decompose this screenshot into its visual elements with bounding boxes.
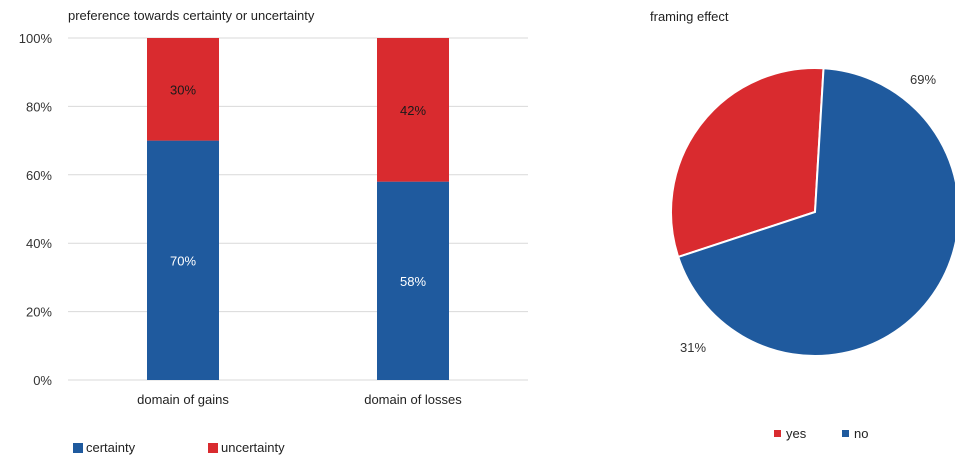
bar-chart-x-axis: domain of gains domain of losses [137,392,462,407]
bar-chart-legend: certainty uncertainty [73,440,285,455]
bar-chart-gridlines [68,37,528,381]
bar-data-label: 42% [400,103,426,118]
bar-segment-uncertainty [377,38,449,182]
y-tick-label: 40% [26,236,52,251]
pie-data-label-yes: 31% [680,340,706,355]
pie-chart-legend: yes no [774,426,868,441]
pie-chart: framing effect 31% 69% yes no [650,9,955,441]
y-tick-label: 100% [19,31,53,46]
x-category-label: domain of losses [364,392,462,407]
bar-segment-certainty [377,181,449,380]
x-category-label: domain of gains [137,392,229,407]
pie-chart-labels: 31% 69% [680,72,936,355]
pie-legend-swatch-yes [774,430,781,437]
legend-label-certainty: certainty [86,440,136,455]
legend-label-uncertainty: uncertainty [221,440,285,455]
bar-chart-bars: 70% 30% 58% 42% [147,38,449,380]
bar-data-label: 58% [400,274,426,289]
bar-chart-title: preference towards certainty or uncertai… [68,8,315,23]
legend-swatch-uncertainty [208,443,218,453]
y-tick-label: 0% [33,373,52,388]
y-tick-label: 20% [26,305,52,320]
legend-swatch-certainty [73,443,83,453]
y-tick-label: 60% [26,168,52,183]
pie-legend-label-no: no [854,426,868,441]
pie-chart-slices [670,67,955,357]
y-tick-label: 80% [26,99,52,114]
bar-chart-y-axis: 0% 20% 40% 60% 80% 100% [19,31,53,388]
pie-slice-yes [670,67,825,259]
bar-data-label: 30% [170,82,196,97]
pie-data-label-no: 69% [910,72,936,87]
pie-chart-title: framing effect [650,9,729,24]
pie-legend-swatch-no [842,430,849,437]
bar-data-label: 70% [170,253,196,268]
pie-slice-no [676,67,955,357]
bar-segment-certainty [147,140,219,380]
pie-legend-label-yes: yes [786,426,807,441]
bar-segment-uncertainty [147,38,219,141]
stacked-bar-chart: preference towards certainty or uncertai… [19,8,528,455]
